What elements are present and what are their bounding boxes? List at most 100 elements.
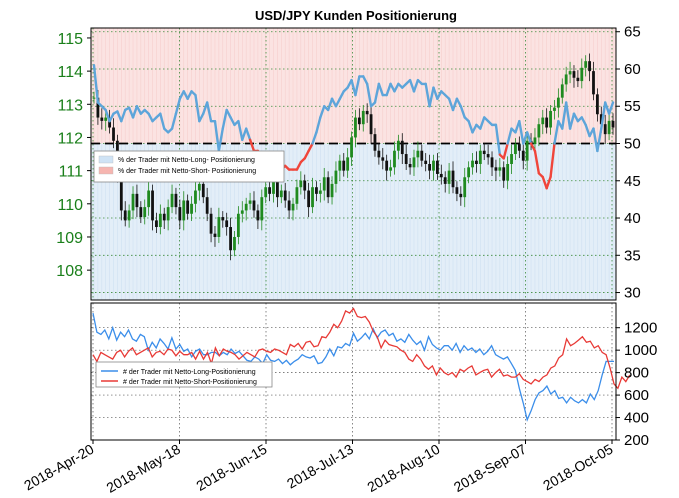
pct-line-segment [108, 112, 115, 123]
candle-body [471, 160, 474, 168]
pct-line-segment [104, 108, 111, 123]
candle-body [100, 117, 104, 121]
pct-line-segment [303, 149, 310, 160]
pct-line-segment [451, 97, 459, 112]
candle-body [326, 177, 330, 198]
candle-body [342, 160, 346, 171]
candle-body [166, 207, 170, 221]
candle-body [576, 77, 580, 82]
candle-body [556, 97, 560, 108]
candle-body [369, 114, 373, 135]
candle-body [408, 164, 412, 168]
candle-body [213, 233, 217, 237]
right-tick-label: 50 [624, 136, 641, 153]
candle-body [490, 157, 494, 168]
long-count-line [92, 312, 614, 422]
pct-line-segment [580, 116, 587, 127]
candle-body [123, 210, 127, 221]
candle-body [447, 170, 451, 184]
candle-body [357, 117, 361, 125]
candle-body [396, 140, 400, 151]
pct-line-segment [326, 97, 334, 112]
pct-line-segment [525, 131, 533, 145]
candle-body [412, 157, 416, 168]
pct-line-segment [248, 138, 256, 153]
bottom-right-tick-label: 1200 [624, 320, 657, 337]
pct-line-segment [373, 82, 381, 104]
right-tick-label: 45 [624, 173, 641, 190]
candle-body [486, 154, 490, 158]
candle-body [135, 193, 139, 208]
candle-body [354, 117, 357, 138]
bottom-right-tick-label: 200 [624, 432, 649, 449]
pct-line-segment [205, 101, 213, 123]
top-panel-frame [90, 27, 617, 301]
top-legend: % der Trader mit Netto-Long- Positionier… [93, 150, 285, 183]
candle-body [545, 117, 549, 128]
pct-line-segment [120, 108, 127, 123]
candle-body [517, 144, 521, 151]
candle-body [264, 187, 268, 198]
x-tick-label: 2018-Jul-13 [284, 441, 356, 492]
candle-body [108, 117, 112, 128]
candle-body [112, 127, 115, 141]
pct-line-segment [600, 101, 607, 130]
candle-body [482, 150, 486, 155]
bottom-right-tick-label: 400 [624, 410, 649, 427]
candle-body [229, 227, 232, 251]
pct-line-segment [479, 116, 486, 130]
pct-line-segment [584, 123, 591, 138]
candle-body [506, 164, 510, 181]
chart-title: USD/JPY Kunden Positionierung [255, 8, 457, 23]
pct-line-segment [221, 108, 228, 130]
pct-line-segment [455, 97, 463, 108]
pct-line-segment [159, 112, 166, 130]
candle-body [607, 120, 611, 135]
candle-body [209, 213, 213, 234]
pct-line-segment [174, 97, 182, 115]
pct-line-segment [194, 93, 201, 123]
candle-body [510, 154, 513, 164]
pct-line-segment [311, 131, 318, 145]
pct-line-segment [502, 142, 509, 160]
candle-body [182, 200, 186, 221]
candle-body [256, 210, 260, 221]
candle-body [170, 193, 174, 208]
candle-body [381, 157, 385, 161]
pct-line-segment [561, 101, 568, 130]
candle-body [592, 71, 595, 95]
candle-body [236, 213, 240, 237]
candle-body [377, 150, 381, 158]
pct-line-segment [506, 127, 513, 145]
candle-body [311, 187, 314, 208]
candle-body [525, 140, 529, 161]
candle-body [389, 167, 392, 171]
pct-line-segment [428, 86, 435, 108]
pct-line-segment [494, 123, 502, 156]
bottom-legend-label: # der Trader mit Netto-Short-Positionier… [123, 379, 257, 386]
candle-body [580, 67, 584, 82]
candle-body [549, 110, 552, 128]
pct-line-segment [338, 90, 345, 100]
pct-line-segment [170, 112, 178, 130]
pct-line-segment [198, 112, 205, 123]
candle-body [443, 177, 447, 184]
percentage-series [92, 64, 615, 190]
candle-body [560, 84, 564, 98]
candle-body [451, 170, 455, 188]
candle-body [272, 173, 275, 194]
candle-body [303, 180, 307, 191]
candle-body [233, 236, 236, 251]
candle-body [424, 160, 428, 164]
candle-body [400, 140, 404, 155]
pct-line-segment [549, 142, 556, 179]
candle-body [467, 167, 471, 178]
pct-line-segment [217, 127, 224, 153]
pct-line-segment [131, 105, 139, 119]
candle-body [478, 150, 482, 164]
candle-body [119, 173, 123, 211]
candle-body [174, 193, 178, 208]
candle-body [404, 154, 408, 164]
pct-line-segment [385, 82, 392, 97]
candle-body [455, 187, 459, 194]
